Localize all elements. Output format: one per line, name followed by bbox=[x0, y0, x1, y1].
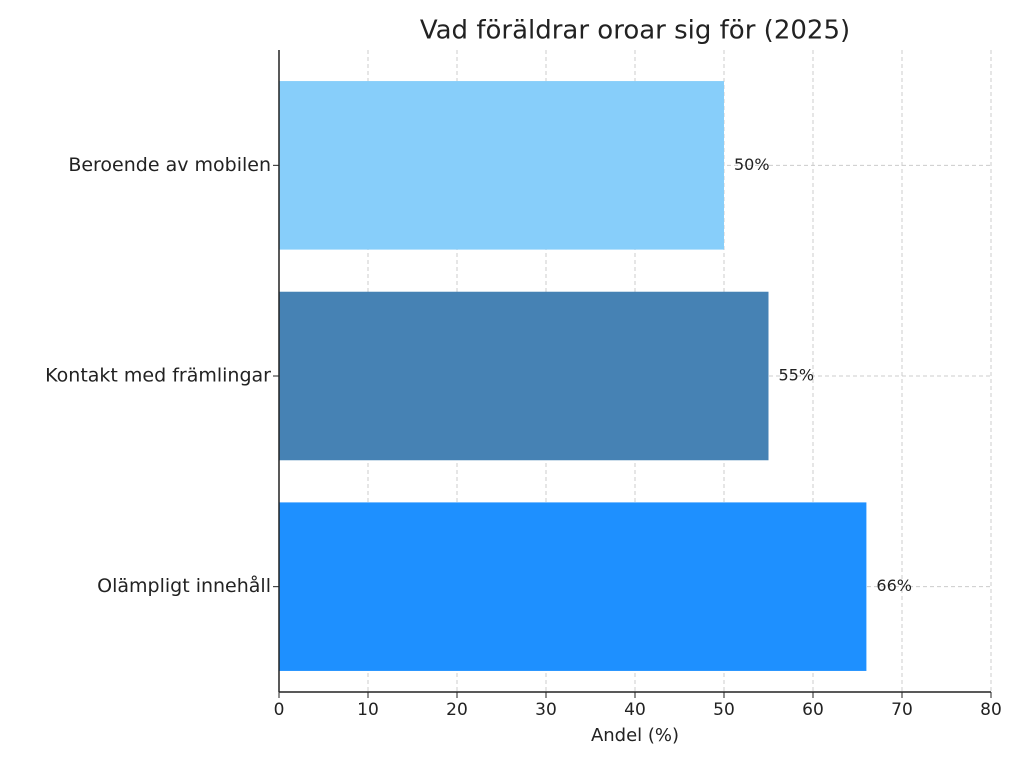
x-tick-label: 70 bbox=[891, 700, 913, 720]
x-tick-label: 60 bbox=[802, 700, 824, 720]
value-label: 55% bbox=[779, 366, 815, 385]
x-tick-label: 40 bbox=[624, 700, 646, 720]
y-tick-label: Kontakt med främlingar bbox=[45, 365, 271, 387]
value-label: 66% bbox=[876, 576, 912, 595]
x-axis-label: Andel (%) bbox=[591, 725, 679, 746]
bar bbox=[279, 502, 867, 671]
bar bbox=[279, 291, 769, 461]
chart-title: Vad föräldrar oroar sig för (2025) bbox=[420, 16, 850, 46]
y-tick-label: Beroende av mobilen bbox=[68, 154, 271, 176]
x-tick-label: 10 bbox=[357, 700, 379, 720]
x-tick-label: 0 bbox=[274, 700, 285, 720]
x-tick-label: 50 bbox=[713, 700, 735, 720]
value-label: 50% bbox=[734, 155, 770, 174]
x-tick-label: 80 bbox=[980, 700, 1002, 720]
y-tick-label: Olämpligt innehåll bbox=[97, 574, 271, 597]
x-tick-label: 20 bbox=[446, 700, 468, 720]
bar bbox=[279, 81, 724, 250]
x-tick-label: 30 bbox=[535, 700, 557, 720]
